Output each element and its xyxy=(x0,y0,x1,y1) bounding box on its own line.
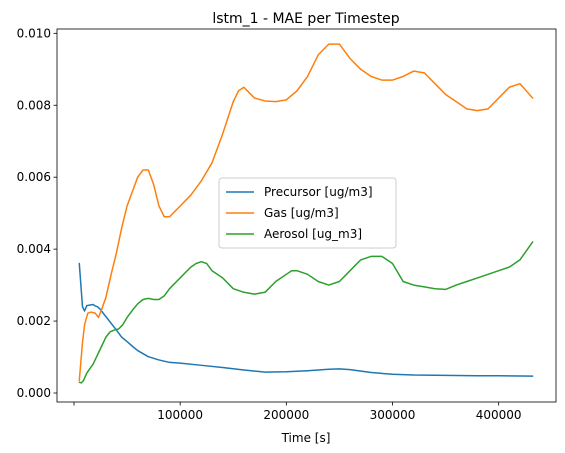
x-tick-label: 200000 xyxy=(263,408,309,422)
series-line-2 xyxy=(78,43,534,382)
x-tick-label: 100000 xyxy=(157,408,203,422)
series-layer xyxy=(78,43,534,384)
legend-label: Gas [ug/m3] xyxy=(264,206,339,220)
legend-label: Aerosol [ug_m3] xyxy=(264,227,362,241)
series-line-1 xyxy=(78,262,534,377)
chart-title: lstm_1 - MAE per Timestep xyxy=(212,11,399,27)
y-tick-label: 0.010 xyxy=(17,26,51,40)
series-line-3 xyxy=(78,241,534,384)
y-tick-label: 0.004 xyxy=(17,242,51,256)
y-tick-label: 0.008 xyxy=(17,98,51,112)
x-tick-label: 300000 xyxy=(370,408,416,422)
plot-frame xyxy=(56,28,557,403)
y-tick-label: 0.002 xyxy=(17,314,51,328)
y-tick-label: 0.006 xyxy=(17,170,51,184)
legend-box xyxy=(218,177,397,249)
legend: Precursor [ug/m3] Gas [ug/m3] Aerosol [ug_… xyxy=(218,177,397,249)
x-axis-title: Time [s] xyxy=(281,431,331,445)
x-tick-label: 400000 xyxy=(476,408,522,422)
axes-layer: 100000 200000 300000 400000 0.000 0.002 0.004 0… xyxy=(17,26,557,422)
y-tick-label: 0.000 xyxy=(17,386,51,400)
legend-label: Precursor [ug/m3] xyxy=(264,185,373,199)
